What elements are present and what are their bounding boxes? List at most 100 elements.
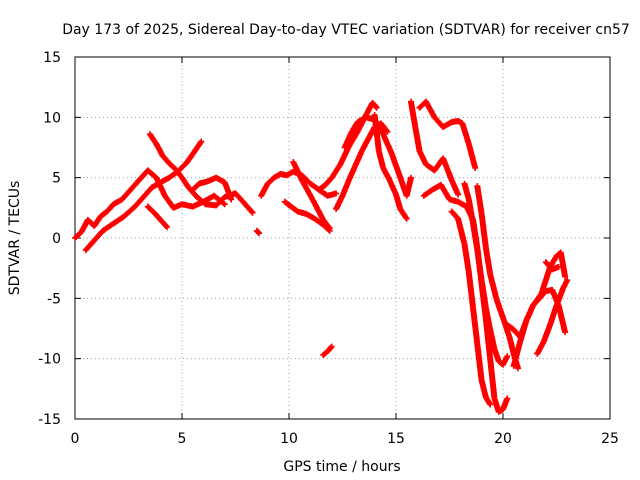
plus-marker-run	[559, 277, 571, 292]
plus-marker-run	[557, 249, 569, 280]
series-track-7	[258, 168, 340, 199]
y-tick-label: -15	[38, 412, 61, 428]
y-tick-label: 10	[43, 110, 61, 126]
plus-marker-run	[478, 277, 489, 310]
plus-marker-run	[500, 353, 511, 368]
plus-marker-run	[437, 181, 452, 202]
series-track-8	[281, 198, 333, 234]
series-track-5	[189, 174, 235, 203]
plus-marker-run	[474, 247, 485, 282]
series-track-4	[144, 203, 170, 231]
grid-lines	[75, 57, 610, 419]
plus-marker-run	[243, 202, 256, 216]
y-tick-label: -10	[38, 352, 61, 368]
plus-marker-run	[183, 149, 197, 167]
plus-marker-run	[151, 209, 163, 222]
plus-marker-run	[478, 377, 489, 399]
x-tick-label: 10	[280, 431, 298, 447]
plus-marker-run	[388, 150, 403, 180]
plus-marker-run	[328, 162, 343, 181]
plus-marker-run	[213, 195, 227, 209]
series-track-10	[320, 343, 335, 358]
plus-marker-run	[549, 264, 562, 273]
plus-marker-run	[470, 305, 481, 346]
plus-marker-run	[191, 138, 205, 155]
x-tick-label: 20	[494, 431, 512, 447]
plus-marker-run	[144, 167, 159, 180]
plus-marker-run	[393, 191, 403, 211]
plus-marker-run	[487, 355, 498, 400]
y-tick-label: -5	[47, 291, 61, 307]
plus-marker-run	[119, 187, 133, 203]
series-track-12	[333, 120, 391, 212]
series-track-11	[316, 99, 380, 193]
plus-marker-run	[504, 321, 516, 332]
plus-marker-run	[131, 195, 146, 210]
plus-marker-run	[189, 181, 202, 193]
plus-marker-run	[161, 192, 176, 210]
plus-marker-run	[440, 155, 455, 182]
x-tick-label: 0	[71, 431, 80, 447]
plus-marker-run	[166, 160, 178, 172]
plus-marker-run	[461, 180, 472, 201]
series-track-6	[253, 227, 262, 237]
plus-marker-run	[253, 227, 262, 237]
plus-marker-run	[412, 124, 423, 153]
plus-marker-run	[470, 220, 481, 252]
plus-marker-run	[322, 175, 334, 188]
plus-marker-run	[194, 194, 208, 207]
series-track-13	[341, 114, 414, 199]
y-tick-label: 0	[52, 231, 61, 247]
plus-marker-run	[538, 265, 553, 297]
series-track-2	[82, 138, 205, 254]
plus-marker-run	[72, 230, 84, 241]
x-tick-label: 15	[387, 431, 405, 447]
series-track-24	[542, 259, 562, 273]
plus-marker-run	[345, 164, 358, 184]
plus-marker-run	[121, 204, 137, 220]
plus-marker-run	[378, 120, 391, 135]
plus-marker-run	[459, 120, 472, 146]
plus-marker-run	[264, 175, 276, 187]
axis-ticks	[74, 56, 611, 420]
plus-marker-run	[82, 238, 97, 254]
plus-marker-run	[547, 304, 559, 328]
plus-marker-run	[324, 190, 340, 199]
plus-marker-run	[104, 202, 116, 215]
series-track-18	[448, 208, 494, 408]
plus-marker-run	[380, 131, 395, 156]
plus-marker-run	[159, 152, 172, 166]
y-tick-labels: -15 -10 -5 0 5 10 15	[38, 50, 61, 428]
series-track-19	[461, 180, 511, 368]
plus-marker-run	[420, 187, 435, 199]
plus-marker-run	[352, 149, 365, 169]
plus-marker-run	[369, 99, 380, 111]
series-track-9	[290, 159, 333, 232]
plus-marker-run	[375, 148, 386, 170]
plus-marker-run	[290, 159, 305, 182]
plus-marker-run	[232, 190, 249, 208]
series-track-22	[510, 249, 569, 369]
plus-marker-run	[408, 98, 418, 129]
plus-marker-run	[172, 166, 185, 180]
plus-marker-run	[423, 98, 437, 119]
y-axis-label: SDTVAR / TECUs	[7, 181, 23, 296]
y-tick-label: 15	[43, 50, 61, 66]
plus-marker-run	[482, 394, 494, 408]
plus-marker-run	[474, 183, 485, 216]
plus-marker-run	[540, 323, 553, 345]
series-track-16	[416, 98, 479, 171]
plus-marker-run	[465, 268, 476, 310]
plus-marker-run	[157, 216, 170, 231]
plus-marker-run	[448, 177, 462, 198]
plus-marker-run	[345, 130, 360, 150]
series-track-14	[371, 111, 410, 222]
plus-marker-run	[474, 341, 485, 382]
x-tick-label: 5	[178, 431, 187, 447]
plus-marker-run	[320, 349, 330, 358]
plus-marker-run	[493, 296, 506, 320]
plus-marker-run	[482, 244, 493, 276]
plus-marker-run	[416, 148, 429, 167]
plus-marker-run	[341, 131, 354, 151]
